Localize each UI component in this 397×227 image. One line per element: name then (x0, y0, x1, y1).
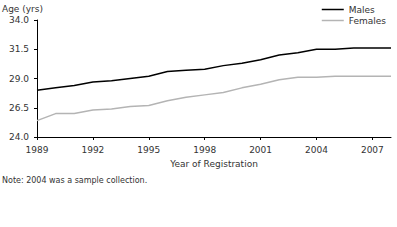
svg-text:29.0: 29.0 (9, 74, 29, 84)
svg-text:1989: 1989 (26, 145, 49, 155)
svg-text:2007: 2007 (361, 145, 384, 155)
svg-text:1998: 1998 (193, 145, 216, 155)
svg-text:Males: Males (349, 5, 375, 15)
svg-text:24.0: 24.0 (9, 132, 29, 142)
svg-text:2001: 2001 (249, 145, 272, 155)
svg-text:Age (yrs): Age (yrs) (2, 4, 43, 14)
svg-text:1992: 1992 (81, 145, 104, 155)
svg-text:Year of Registration: Year of Registration (169, 159, 258, 169)
svg-text:Note: 2004 was a sample collec: Note: 2004 was a sample collection. (2, 176, 147, 185)
svg-text:Females: Females (349, 16, 387, 26)
svg-text:34.0: 34.0 (9, 15, 29, 25)
svg-text:31.5: 31.5 (9, 44, 29, 54)
svg-text:1995: 1995 (137, 145, 160, 155)
svg-text:2004: 2004 (305, 145, 328, 155)
svg-text:26.5: 26.5 (9, 103, 29, 113)
